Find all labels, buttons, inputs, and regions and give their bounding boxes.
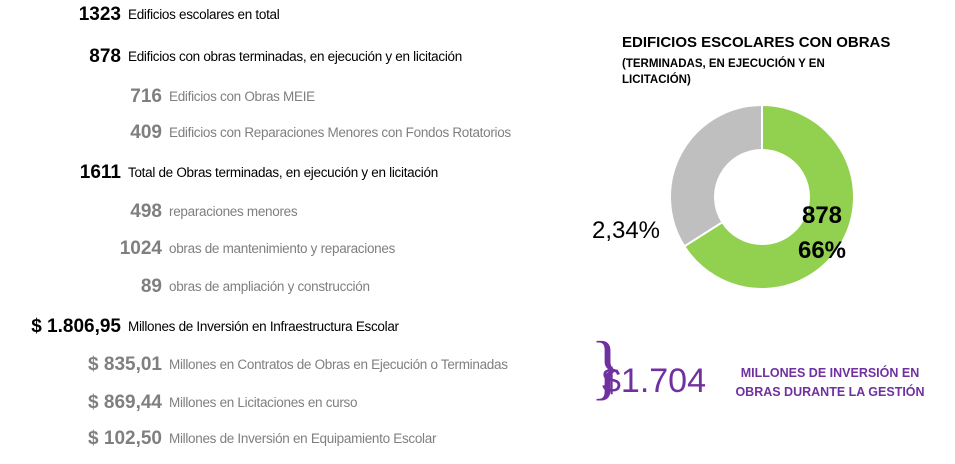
donut-label: 2,34% (592, 217, 660, 244)
chart-title: EDIFICIOS ESCOLARES CON OBRAS (622, 34, 891, 51)
stat-value: 1024 (119, 238, 162, 259)
stat-value: $ 102,50 (88, 428, 162, 449)
stat-value: 1323 (78, 4, 121, 25)
stat-value: $ 869,44 (88, 392, 162, 413)
summary-amount: $1.704 (602, 362, 706, 400)
stat-value: 409 (130, 122, 162, 143)
stat-value: $ 835,01 (88, 354, 162, 375)
donut-segment (669, 103, 763, 248)
summary-text: MILLONES DE INVERSIÓN EN OBRAS DURANTE L… (735, 366, 925, 399)
stat-value: 716 (130, 86, 162, 107)
donut-segment (682, 103, 855, 290)
chart-subtitle: (TERMINADAS, EN EJECUCIÓN Y EN LICITACIÓ… (622, 58, 825, 86)
stat-label: Total de Obras terminadas, en ejecución … (128, 165, 438, 180)
stat-label: Edificios con obras terminadas, en ejecu… (128, 49, 462, 64)
brace: } (590, 327, 625, 407)
stat-value: 1611 (79, 162, 121, 183)
stat-label: Edificios con Obras MEIE (169, 89, 315, 104)
stat-label: obras de ampliación y construcción (169, 279, 370, 294)
stat-label: Millones en Contratos de Obras en Ejecuc… (169, 357, 508, 372)
donut-label: 878 (802, 202, 842, 229)
donut-label: 66% (798, 237, 846, 264)
stat-value: $ 1.806,95 (31, 316, 121, 337)
stat-value: 878 (89, 46, 121, 67)
stat-label: Millones de Inversión en Infraestructura… (128, 319, 399, 334)
stat-value: 498 (130, 201, 162, 222)
stat-label: Millones en Licitaciones en curso (169, 395, 358, 410)
stat-label: Edificios con Reparaciones Menores con F… (169, 125, 511, 140)
stat-label: Edificios escolares en total (128, 7, 280, 22)
stat-value: 89 (140, 276, 162, 297)
stat-label: reparaciones menores (169, 204, 298, 219)
stat-label: obras de mantenimiento y reparaciones (169, 241, 396, 256)
stat-label: Millones de Inversión en Equipamiento Es… (169, 431, 437, 446)
